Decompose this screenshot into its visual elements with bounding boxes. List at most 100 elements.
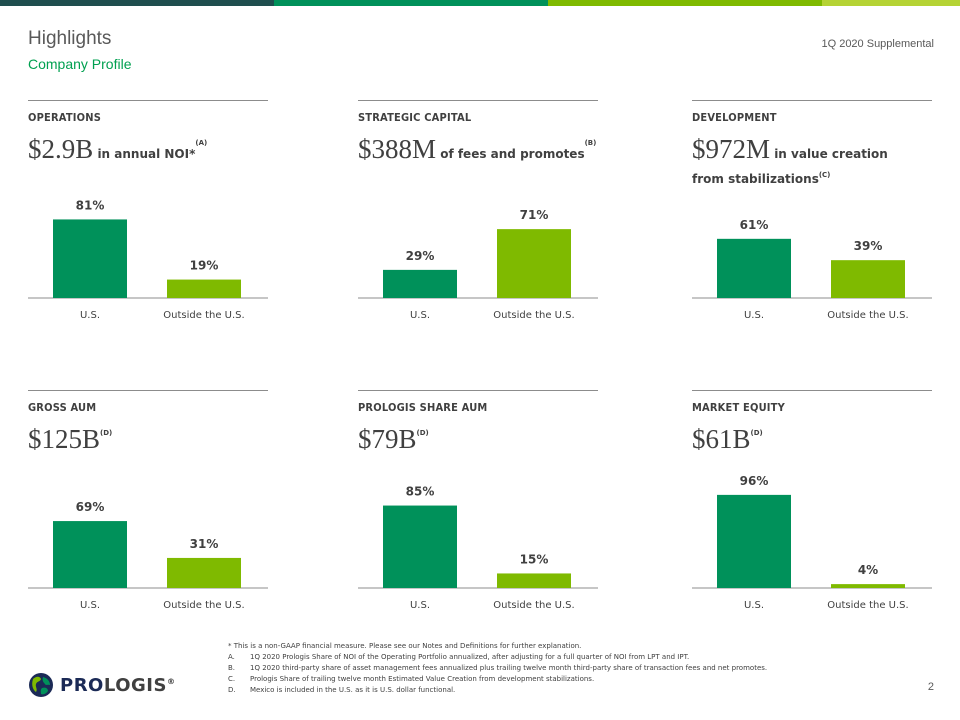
panel-metric: $125B(D) (28, 424, 112, 455)
footnotes: * This is a non-GAAP financial measure. … (228, 641, 868, 696)
bar-value-label: 19% (190, 259, 219, 273)
top-bar-segment-3 (548, 0, 822, 6)
top-bar-segment-1 (0, 0, 274, 6)
footnote-item: D. Mexico is included in the U.S. as it i… (228, 685, 868, 696)
bar-us (717, 238, 791, 298)
panel-heading: DEVELOPMENT (692, 111, 777, 124)
footnote-item: C. Prologis Share of trailing twelve mont… (228, 674, 868, 685)
metric-footnote-ref: (C) (818, 171, 831, 179)
metric-value: $2.9B (28, 134, 94, 164)
bar-outside-us (831, 260, 905, 298)
logo-logis: LOGIS (103, 674, 167, 696)
logo-wordmark: PROLOGIS® (60, 675, 175, 696)
bar-outside-us (497, 573, 571, 588)
metric-value: $125B (28, 424, 101, 454)
bar-value-label: 61% (740, 218, 769, 232)
logo-pro: PRO (60, 674, 104, 696)
prologis-logo: PROLOGIS® (28, 672, 175, 698)
category-label: U.S. (410, 600, 430, 611)
footnote-item: A. 1Q 2020 Prologis Share of NOI of the O… (228, 652, 868, 663)
panel-development: DEVELOPMENT $972M in value creation from… (692, 100, 932, 340)
panel-rule (358, 100, 598, 101)
panel-heading: GROSS AUM (28, 401, 97, 414)
bar-us (53, 521, 127, 588)
panel-metric: $2.9B in annual NOI*(A) (28, 134, 207, 165)
category-label: U.S. (744, 310, 764, 321)
metric-value: $79B (358, 424, 417, 454)
bar-value-label: 15% (520, 552, 549, 566)
panel-prologis-share-aum: PROLOGIS SHARE AUM $79B(D) 85% U.S. 15% Out… (358, 390, 598, 630)
category-label: U.S. (744, 600, 764, 611)
bar-value-label: 29% (406, 249, 435, 263)
footnote-text: 1Q 2020 third-party share of asset manag… (250, 664, 768, 672)
footnote-text: 1Q 2020 Prologis Share of NOI of the Ope… (250, 653, 690, 661)
metric-footnote-ref: (D) (750, 429, 763, 437)
bar-value-label: 69% (76, 500, 105, 514)
category-label: U.S. (410, 310, 430, 321)
metric-footnote-ref: (A) (195, 139, 208, 147)
metric-description: of fees and promotes (436, 147, 585, 161)
bar-chart: 85% U.S. 15% Outside the U.S. (358, 485, 598, 611)
panel-strategic-capital: STRATEGIC CAPITAL $388M of fees and prom… (358, 100, 598, 340)
panel-heading: OPERATIONS (28, 111, 102, 124)
bar-chart: 29% U.S. 71% Outside the U.S. (358, 208, 598, 321)
panel-metric: $972M in value creation from stabilizati… (692, 134, 888, 186)
footnote-letter: A. (228, 653, 235, 661)
bar-value-label: 81% (76, 198, 105, 212)
metric-description-line-2: from stabilizations(C) (692, 171, 830, 186)
top-bar-segment-2 (274, 0, 548, 6)
bar-value-label: 31% (190, 537, 219, 551)
panel-rule (28, 100, 268, 101)
panel-market-equity: MARKET EQUITY $61B(D) 96% U.S. 4% Outside t… (692, 390, 932, 630)
category-label: Outside the U.S. (827, 600, 908, 611)
footnote-letter: B. (228, 664, 236, 672)
bar-outside-us (167, 279, 241, 298)
category-label: Outside the U.S. (827, 310, 908, 321)
metric-description: in annual NOI* (93, 147, 196, 161)
metric-value: $972M (692, 134, 771, 164)
category-label: U.S. (80, 600, 100, 611)
page-title: Highlights (28, 28, 112, 49)
bar-outside-us (497, 229, 571, 298)
metric-value: $61B (692, 424, 751, 454)
metric-footnote-ref: (B) (584, 139, 597, 147)
bar-outside-us (831, 584, 905, 588)
panel-rule (692, 390, 932, 391)
footnote-text: Mexico is included in the U.S. as it is … (250, 686, 456, 694)
bar-outside-us (167, 557, 241, 588)
category-label: Outside the U.S. (493, 600, 574, 611)
globe-icon (29, 673, 53, 697)
bar-value-label: 39% (854, 239, 883, 253)
bar-us (53, 219, 127, 298)
metric-footnote-ref: (D) (100, 429, 113, 437)
footnote-item: B. 1Q 2020 third-party share of asset man… (228, 663, 868, 674)
bar-us (383, 505, 457, 588)
footnote-letter: D. (228, 686, 236, 694)
panel-heading: STRATEGIC CAPITAL (358, 111, 472, 124)
bar-chart: 69% U.S. 31% Outside the U.S. (28, 500, 268, 611)
panel-metric: $61B(D) (692, 424, 763, 455)
bar-chart: 81% U.S. 19% Outside the U.S. (28, 198, 268, 321)
panel-rule (692, 100, 932, 101)
metric-description-text: from stabilizations (692, 172, 819, 186)
panel-rule (358, 390, 598, 391)
metric-footnote-ref: (D) (416, 429, 429, 437)
logo-registered-mark: ® (166, 676, 176, 686)
metric-value: $388M (358, 134, 437, 164)
metric-description: in value creation (770, 147, 888, 161)
top-bar-segment-4 (822, 0, 960, 6)
bar-chart: 61% U.S. 39% Outside the U.S. (692, 218, 932, 321)
panel-heading: MARKET EQUITY (692, 401, 785, 414)
panel-rule (28, 390, 268, 391)
bar-value-label: 96% (740, 474, 769, 488)
footnote-intro: * This is a non-GAAP financial measure. … (228, 642, 582, 650)
top-color-bar (0, 0, 960, 6)
page-subtitle: Company Profile (28, 56, 132, 72)
category-label: U.S. (80, 310, 100, 321)
category-label: Outside the U.S. (163, 600, 244, 611)
panel-gross-aum: GROSS AUM $125B(D) 69% U.S. 31% Outside the… (28, 390, 268, 630)
bar-us (717, 494, 791, 588)
footnote-text: Prologis Share of trailing twelve month … (250, 675, 595, 683)
panel-operations: OPERATIONS $2.9B in annual NOI*(A) 81% U.… (28, 100, 268, 340)
page-number: 2 (927, 681, 934, 693)
